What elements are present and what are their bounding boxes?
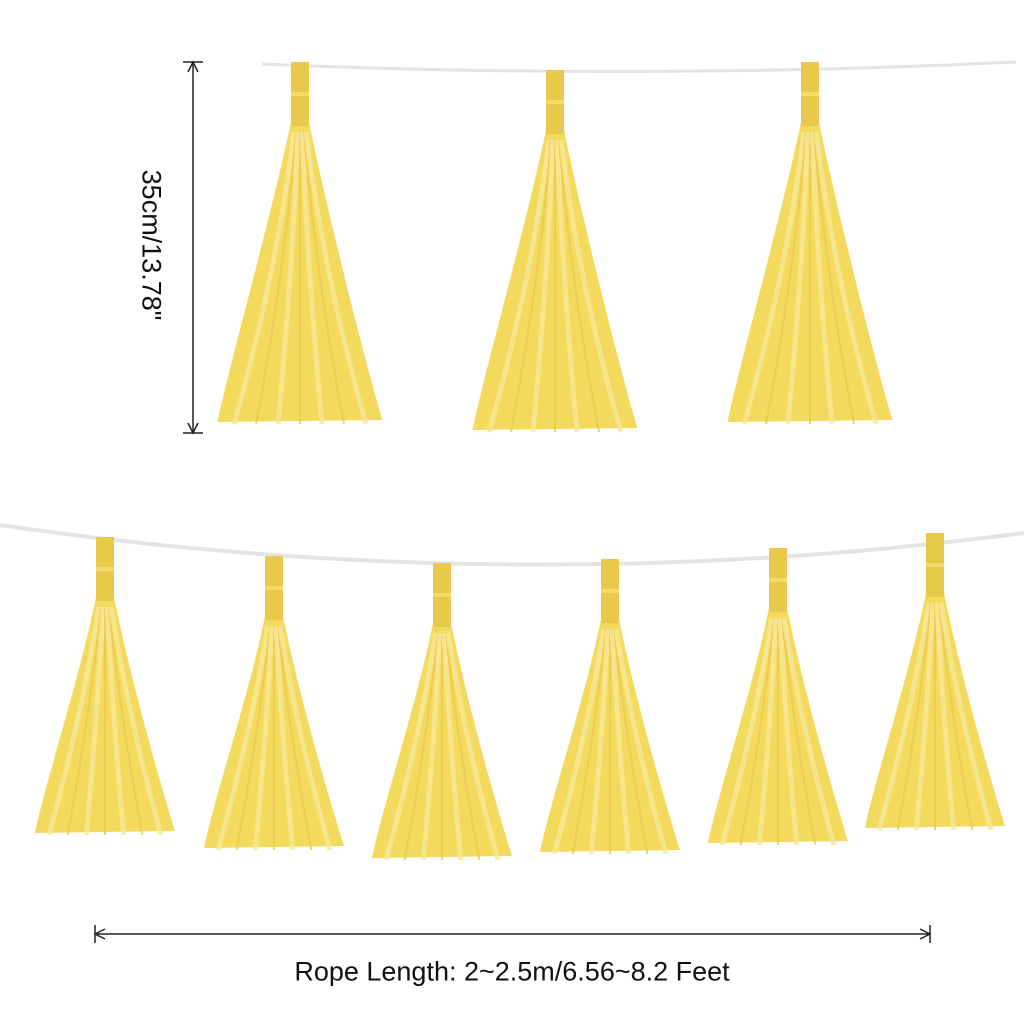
- tassel-strand: [66, 606, 102, 836]
- tassel-strand: [231, 131, 297, 425]
- tassel-band: [96, 567, 114, 571]
- tassel: [204, 556, 344, 851]
- tassel-strand: [551, 628, 607, 855]
- tassel-strand: [781, 617, 817, 846]
- tassel-strand: [609, 628, 632, 855]
- tassel-strand: [215, 625, 271, 851]
- tassel-band: [265, 586, 283, 590]
- tassel: [727, 62, 893, 425]
- tassel-strand: [813, 131, 879, 425]
- height-dimension-line: [183, 60, 203, 435]
- tassel-strand: [613, 628, 669, 855]
- tassel-strand: [896, 602, 932, 831]
- tassel-strand: [913, 602, 936, 831]
- tassel-band: [546, 100, 564, 104]
- top-rope: [261, 60, 1017, 74]
- tassel-strand: [613, 628, 649, 855]
- tassel-band: [769, 578, 787, 582]
- tassel-strand: [273, 625, 296, 851]
- tassel-strand: [108, 606, 144, 836]
- tassel-strand: [441, 632, 464, 861]
- tassel-strand: [383, 632, 439, 861]
- tassel-strand: [938, 602, 974, 831]
- tassel-strand: [739, 617, 775, 846]
- tassel-strand: [403, 632, 439, 861]
- tassel-strand: [530, 139, 556, 433]
- tassel-strand: [571, 628, 607, 855]
- tassel-strand: [781, 617, 837, 846]
- tassel-strand: [445, 632, 501, 861]
- tassel-strand: [813, 131, 855, 425]
- tassel: [35, 537, 175, 836]
- tassel-strand: [588, 628, 611, 855]
- tassel-strand: [554, 139, 580, 433]
- tassel-strand: [275, 131, 301, 425]
- tassel-strand: [299, 131, 325, 425]
- tassel-strand: [558, 139, 624, 433]
- tassel-strand: [252, 625, 275, 851]
- tassel-strand: [420, 632, 443, 861]
- tassel-strand: [510, 139, 552, 433]
- tassel-strand: [756, 617, 779, 846]
- tassel-strand: [558, 139, 600, 433]
- tassel-strand: [303, 131, 345, 425]
- tassel-strand: [719, 617, 775, 846]
- tassel-strand: [486, 139, 552, 433]
- tassel-strand: [255, 131, 297, 425]
- rope-length-dimension-line: [93, 925, 932, 943]
- tassel-strand: [235, 625, 271, 851]
- height-label: 35cm/13.78": [136, 169, 167, 321]
- tassel-strand: [938, 602, 994, 831]
- tassel-strand: [777, 617, 800, 846]
- tassel-strand: [46, 606, 102, 836]
- tassel-strand: [83, 606, 106, 836]
- rope-length-label: Rope Length: 2~2.5m/6.56~8.2 Feet: [294, 956, 730, 987]
- tassel-strand: [445, 632, 481, 861]
- tassel: [472, 70, 638, 433]
- tassel-strand: [765, 131, 807, 425]
- tassel-strand: [303, 131, 369, 425]
- bottom-rope: [0, 523, 1024, 567]
- tassel-band: [801, 92, 819, 96]
- tassel: [865, 533, 1005, 831]
- tassel-band: [433, 593, 451, 597]
- tassel-strand: [277, 625, 313, 851]
- tassel-band: [926, 563, 944, 567]
- tassel-strand: [108, 606, 164, 836]
- tassel: [540, 559, 680, 855]
- tassel-strand: [104, 606, 127, 836]
- tassel: [708, 548, 848, 846]
- tassel-strand: [934, 602, 957, 831]
- tassel-band: [291, 92, 309, 96]
- tassel-strand: [785, 131, 811, 425]
- tassel-strand: [876, 602, 932, 831]
- tassel-strand: [809, 131, 835, 425]
- tassel: [372, 563, 512, 861]
- tassel-strand: [741, 131, 807, 425]
- tassel-strand: [277, 625, 333, 851]
- tassel-band: [601, 589, 619, 593]
- tassel: [217, 62, 383, 425]
